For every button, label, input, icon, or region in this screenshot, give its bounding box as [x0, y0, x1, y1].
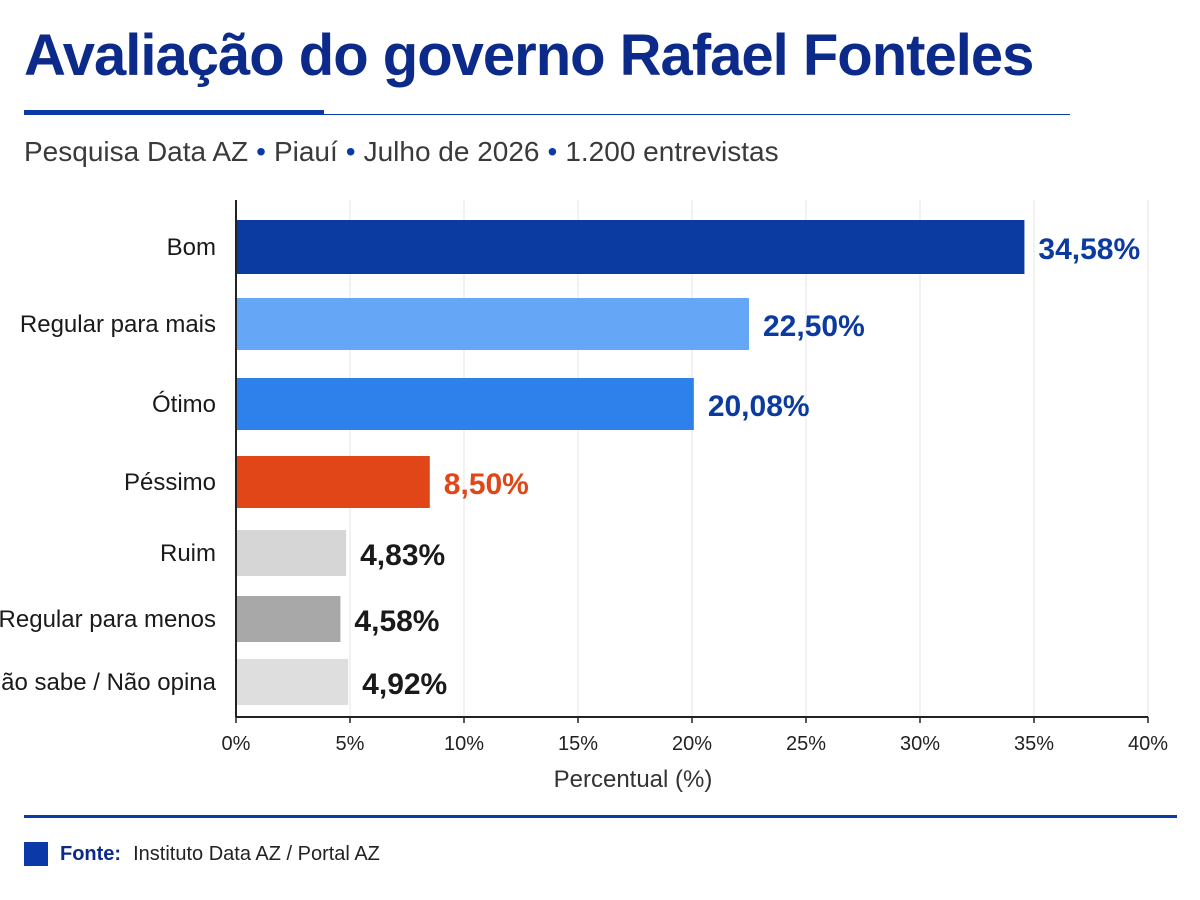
subtitle-separator: • [256, 136, 266, 167]
x-tick-label: 25% [786, 733, 826, 755]
x-tick-label: 5% [336, 733, 365, 755]
chart-title: Avaliação do governo Rafael Fonteles [24, 23, 1034, 88]
bar [236, 596, 341, 642]
x-tick-label: 10% [444, 733, 484, 755]
value-label: 4,92% [362, 668, 447, 701]
value-label: 4,58% [354, 605, 439, 638]
x-tick-label: 35% [1014, 733, 1054, 755]
value-label: 20,08% [708, 390, 810, 423]
subtitle-separator: • [547, 136, 558, 167]
category-label: Ótimo [152, 391, 216, 418]
subtitle-survey: Pesquisa Data AZ [24, 136, 249, 167]
x-axis-title: Percentual (%) [554, 766, 713, 793]
x-tick-label: 0% [222, 733, 251, 755]
bar [236, 298, 749, 350]
bar [236, 456, 430, 508]
source-marker [24, 842, 48, 866]
title-underline-accent [24, 110, 324, 115]
x-tick-label: 40% [1128, 733, 1168, 755]
footer-divider [24, 815, 1177, 818]
category-label: Regular para menos [0, 606, 216, 633]
bar [236, 530, 347, 576]
subtitle-sample: 1.200 entrevistas [565, 136, 779, 167]
subtitle-location: Piauí [273, 136, 338, 167]
source-note: Fonte: Instituto Data AZ / Portal AZ [24, 842, 380, 866]
bar [236, 220, 1025, 274]
x-tick-label: 15% [558, 733, 598, 755]
value-label: 22,50% [763, 310, 865, 343]
category-label: Péssimo [124, 469, 216, 496]
x-tick-label: 30% [900, 733, 940, 755]
bar [236, 659, 349, 705]
category-label: Ruim [160, 540, 216, 567]
source-text: Instituto Data AZ / Portal AZ [133, 842, 380, 865]
category-label: Não sabe / Não opina [0, 669, 217, 696]
category-label: Regular para mais [20, 311, 216, 338]
subtitle-separator: • [345, 136, 356, 167]
category-label: Bom [167, 234, 216, 261]
source-label: Fonte: [60, 842, 122, 865]
chart-subtitle: Pesquisa Data AZ • Piauí • Julho de 2026 • 1.2… [24, 136, 779, 168]
title-underline [24, 114, 1070, 115]
subtitle-date: Julho de 2026 [363, 136, 540, 167]
x-tick-label: 20% [672, 733, 712, 755]
value-label: 4,83% [360, 539, 445, 572]
bar-chart: Bom 34,58% Regular para mais 22,50% Ótimo 20,… [0, 200, 1168, 793]
value-label: 34,58% [1038, 233, 1140, 266]
bar [236, 378, 694, 430]
value-label: 8,50% [444, 468, 529, 501]
